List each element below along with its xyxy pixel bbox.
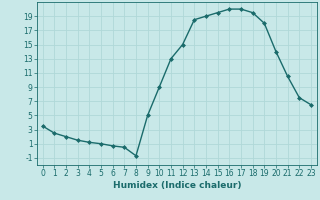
X-axis label: Humidex (Indice chaleur): Humidex (Indice chaleur) <box>113 181 241 190</box>
